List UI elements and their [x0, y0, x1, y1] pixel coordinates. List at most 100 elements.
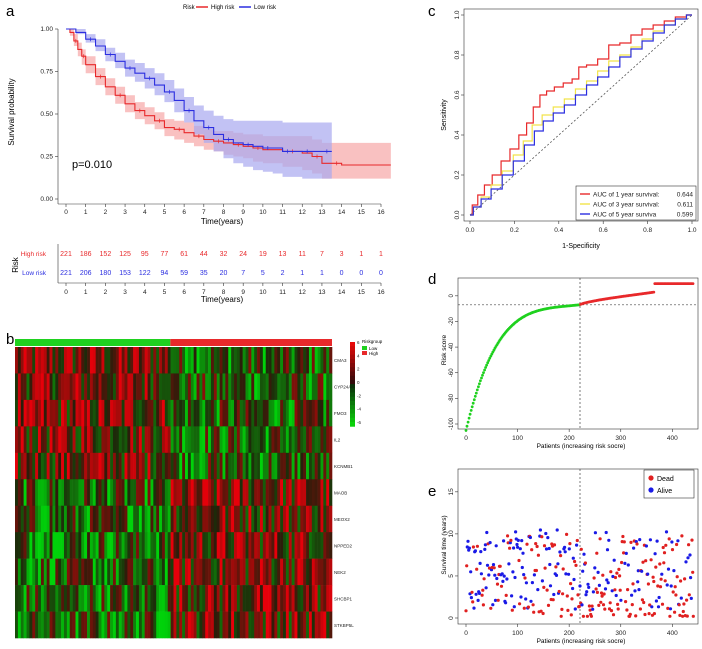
- heatmap-cell: [17, 452, 22, 480]
- survival-point-alive: [546, 536, 550, 540]
- survival-point-alive: [532, 573, 537, 577]
- heatmap-cell: [153, 558, 157, 586]
- heatmap-cell: [257, 505, 261, 533]
- heatmap-cell: [153, 505, 157, 533]
- heatmap-cell: [153, 347, 157, 374]
- heatmap-cell: [248, 452, 252, 480]
- heatmap-cell: [210, 399, 215, 427]
- km-x-tick-label: 14: [338, 209, 346, 216]
- heatmap-cell: [176, 505, 180, 533]
- survival-point-alive: [520, 565, 524, 570]
- heatmap-cell: [133, 532, 137, 559]
- heatmap-cell: [156, 347, 160, 374]
- heatmap-cell: [202, 505, 206, 533]
- heatmap-cell: [35, 505, 39, 533]
- risk-table-cell: 180: [100, 270, 112, 277]
- heatmap-cell: [187, 532, 192, 559]
- risk-table-x-tick-label: 6: [182, 289, 186, 296]
- heatmap-cell: [231, 479, 235, 507]
- heatmap-cell: [297, 611, 301, 639]
- survival-point-dead: [480, 593, 484, 597]
- heatmap-cell: [153, 373, 157, 401]
- heatmap-cell: [127, 479, 131, 507]
- survival-point-dead: [579, 547, 583, 551]
- heatmap-cell: [277, 399, 281, 427]
- survival-point-alive: [581, 569, 585, 573]
- heatmap-cell: [317, 585, 321, 612]
- heatmap-cell: [234, 505, 238, 533]
- heatmap-cell: [40, 426, 45, 454]
- survival-point-dead: [667, 537, 671, 541]
- heatmap-cell: [161, 558, 166, 586]
- heatmap-cell: [326, 399, 330, 427]
- heatmap-cell: [124, 532, 128, 559]
- survival-frame: [457, 468, 699, 625]
- heatmap-cell: [35, 532, 39, 559]
- heatmap-cell: [314, 585, 318, 612]
- heatmap-cell: [161, 347, 166, 374]
- survival-point-dead: [652, 579, 656, 584]
- heatmap-cell: [182, 532, 186, 559]
- heatmap-cell: [61, 532, 65, 559]
- heatmap-cell: [92, 426, 96, 454]
- survival-point-dead: [492, 566, 496, 570]
- heatmap-cell: [159, 373, 163, 401]
- risk-table-cell: 2: [281, 270, 285, 277]
- heatmap-cell: [130, 373, 134, 401]
- survival-point-dead: [525, 542, 529, 546]
- heatmap-cell: [199, 479, 203, 507]
- heatmap-cell: [308, 611, 313, 639]
- heatmap-cell: [254, 426, 258, 454]
- heatmap-cell: [61, 479, 65, 507]
- heatmap-cell: [329, 399, 333, 427]
- survival-point-alive: [524, 597, 528, 601]
- heatmap-cell: [159, 505, 163, 533]
- heatmap-cell: [63, 426, 68, 454]
- heatmap-cell: [69, 452, 73, 480]
- heatmap-cell: [213, 452, 218, 480]
- heatmap-scale-step: [350, 358, 355, 364]
- heatmap-cell: [167, 611, 171, 639]
- survival-point-alive: [575, 543, 579, 547]
- heatmap-cell: [199, 452, 203, 480]
- risk-score-point: [485, 363, 488, 367]
- heatmap-cell: [66, 611, 71, 639]
- heatmap-cell: [167, 585, 171, 612]
- survival-point-alive: [538, 528, 543, 532]
- survival-point-dead: [530, 548, 534, 552]
- heatmap-cell: [153, 399, 157, 427]
- heatmap-cell: [17, 479, 22, 507]
- heatmap-cell: [262, 452, 267, 480]
- heatmap-cell: [216, 399, 220, 427]
- survival-point-alive: [495, 576, 499, 581]
- heatmap-cell: [49, 479, 53, 507]
- heatmap-cell: [87, 532, 91, 559]
- heatmap-cell: [257, 611, 261, 639]
- heatmap-cell: [262, 479, 267, 507]
- heatmap-cell: [277, 373, 281, 401]
- heatmap-cell: [208, 399, 212, 427]
- heatmap-cell: [185, 611, 189, 639]
- heatmap-cell: [173, 611, 177, 639]
- heatmap-cell: [26, 426, 30, 454]
- roc-y-tick-label: 0.6: [454, 90, 461, 99]
- heatmap-cell: [112, 373, 117, 401]
- km-x-tick-label: 13: [318, 209, 326, 216]
- heatmap-cell: [75, 399, 79, 427]
- heatmap-cell: [182, 611, 186, 639]
- heatmap-cell: [156, 611, 160, 639]
- survival-point-dead: [687, 593, 691, 597]
- survival-point-alive: [558, 550, 562, 554]
- heatmap-cell: [274, 611, 278, 639]
- survival-point-dead: [602, 592, 606, 596]
- survival-point-dead: [648, 603, 652, 607]
- heatmap-cell: [219, 611, 223, 639]
- heatmap-scale-step: [350, 388, 355, 394]
- heatmap-cell: [274, 399, 278, 427]
- heatmap-cell: [317, 426, 321, 454]
- heatmap-scale-label: 0: [357, 380, 360, 385]
- heatmap-cell: [216, 426, 220, 454]
- heatmap-cell: [72, 426, 76, 454]
- heatmap-cell: [173, 399, 177, 427]
